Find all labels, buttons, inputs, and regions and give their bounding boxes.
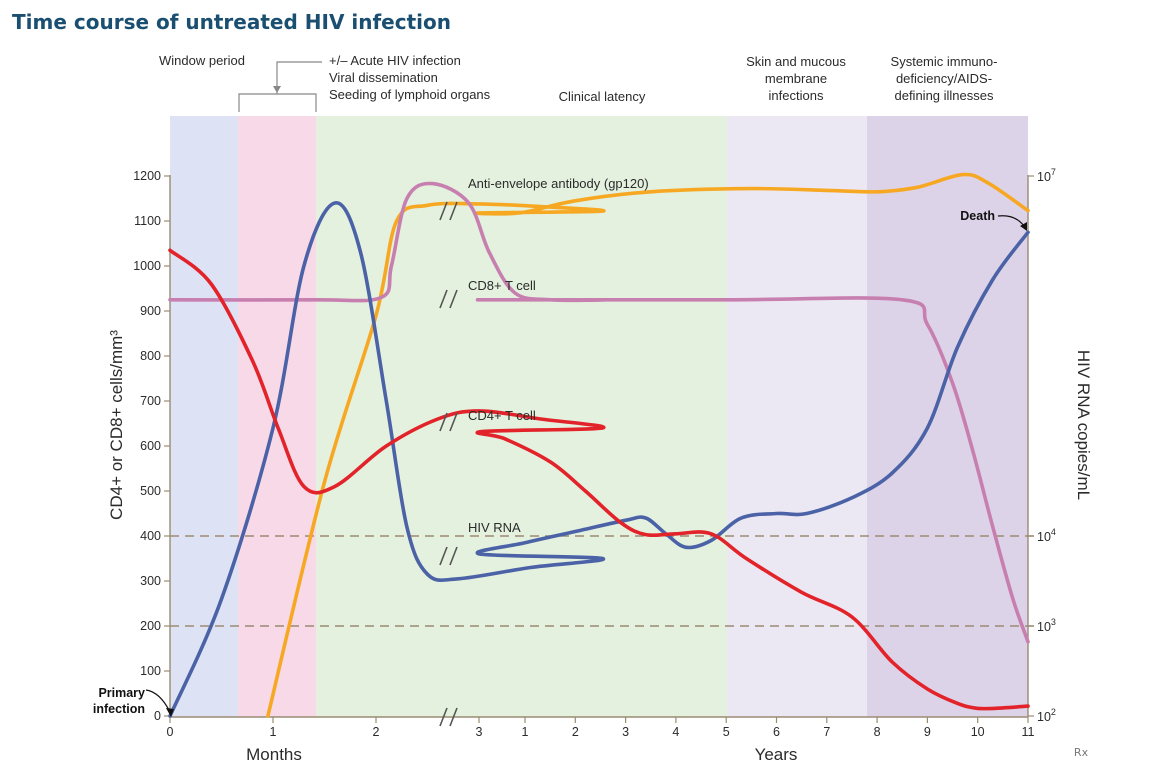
right-tick-label: 102	[1037, 707, 1056, 724]
series-label-hiv-rna: HIV RNA	[468, 520, 521, 535]
series-line-cd8-t-cell	[168, 181, 1030, 644]
phase-band-4	[727, 116, 867, 717]
years-axis-label: Years	[755, 745, 798, 764]
left-tick-label: 100	[140, 664, 161, 678]
year-tick-label: 6	[773, 725, 780, 739]
series-label-anti-envelope-antibody-gp120: Anti-envelope antibody (gp120)	[468, 176, 649, 191]
left-tick-label: 500	[140, 484, 161, 498]
phase-label-4-line-2: membrane	[765, 71, 827, 86]
phase-label-5-line-2: deficiency/AIDS-	[896, 71, 992, 86]
left-tick-label: 200	[140, 619, 161, 633]
phase-label-4-line-1: Skin and mucous	[746, 54, 846, 69]
reference-lines	[170, 535, 1034, 627]
axis-break-mark	[439, 546, 458, 566]
year-tick-label: 1	[522, 725, 529, 739]
series-line-anti-envelope-antibody-gp120	[266, 172, 1030, 718]
year-tick-label: 4	[672, 725, 679, 739]
month-tick-label: 3	[476, 725, 483, 739]
phase-label-3-line-1: Clinical latency	[559, 89, 646, 104]
left-tick-label: 1200	[133, 169, 161, 183]
phase-label-1-line-1: Window period	[159, 53, 245, 68]
series-label-cd8-t-cell: CD8+ T cell	[468, 278, 536, 293]
death-label: Death	[960, 209, 995, 223]
death-arrowhead	[1020, 222, 1027, 231]
month-tick-label: 1	[270, 725, 277, 739]
primary-infection-arrowhead	[166, 708, 174, 717]
left-tick-label: 600	[140, 439, 161, 453]
acute-phase-bracket	[238, 61, 322, 112]
month-tick-label: 0	[167, 725, 174, 739]
axes: 0100200300400500600700800900100011001200…	[133, 167, 1056, 739]
left-tick-label: 0	[154, 709, 161, 723]
year-tick-label: 11	[1022, 725, 1035, 739]
axis-break-mark	[439, 201, 458, 221]
phase-label-2-line-3: Seeding of lymphoid organs	[329, 87, 491, 102]
series-label-cd4-t-cell: CD4+ T cell	[468, 408, 536, 423]
right-tick-label: 103	[1037, 617, 1056, 634]
phase-bands	[170, 116, 1028, 717]
right-tick-label: 107	[1037, 167, 1056, 184]
left-tick-label: 800	[140, 349, 161, 363]
left-tick-label: 1100	[134, 214, 161, 228]
phase-label-5-line-3: defining illnesses	[894, 88, 994, 103]
left-tick-label: 300	[140, 574, 161, 588]
acute-phase-bracket-arrowhead	[273, 86, 281, 93]
right-tick-label: 104	[1037, 527, 1056, 544]
year-tick-label: 8	[874, 725, 881, 739]
axis-break-mark	[439, 412, 458, 432]
phase-label-4-line-3: infections	[769, 88, 824, 103]
left-axis-title: CD4+ or CD8+ cells/mm³	[107, 330, 126, 520]
phase-label-2-line-2: Viral dissemination	[329, 70, 438, 85]
phase-label-5-line-1: Systemic immuno-	[891, 54, 998, 69]
left-tick-label: 900	[140, 304, 161, 318]
series-lines	[168, 172, 1030, 718]
primary-infection-label-line1: Primary	[98, 686, 145, 700]
axis-break-mark	[439, 289, 458, 309]
left-tick-label: 700	[140, 394, 161, 408]
phase-label-2-line-1: +/– Acute HIV infection	[329, 53, 461, 68]
months-axis-label: Months	[246, 745, 302, 764]
phase-band-5	[867, 116, 1028, 717]
year-tick-label: 5	[723, 725, 730, 739]
year-tick-label: 3	[622, 725, 629, 739]
series-line-hiv-rna	[168, 201, 1030, 718]
year-tick-label: 9	[924, 725, 931, 739]
axis-break-mark	[439, 707, 458, 727]
labels: Window period +/– Acute HIV infection Vira…	[159, 53, 997, 535]
year-tick-label: 2	[572, 725, 579, 739]
left-tick-label: 1000	[133, 259, 161, 273]
logo: Rx	[1074, 746, 1089, 759]
primary-infection-label-line2: infection	[93, 702, 145, 716]
year-tick-label: 10	[971, 725, 985, 739]
left-tick-label: 400	[140, 529, 161, 543]
series-line-cd4-t-cell	[168, 248, 1030, 711]
year-tick-label: 7	[823, 725, 830, 739]
right-axis-title: HIV RNA copies/mL	[1074, 350, 1093, 500]
phase-band-1	[170, 116, 238, 717]
axis-breaks	[439, 201, 458, 727]
death-arrow	[997, 215, 1025, 227]
month-tick-label: 2	[373, 725, 380, 739]
chart-title: Time course of untreated HIV infection	[12, 10, 451, 34]
